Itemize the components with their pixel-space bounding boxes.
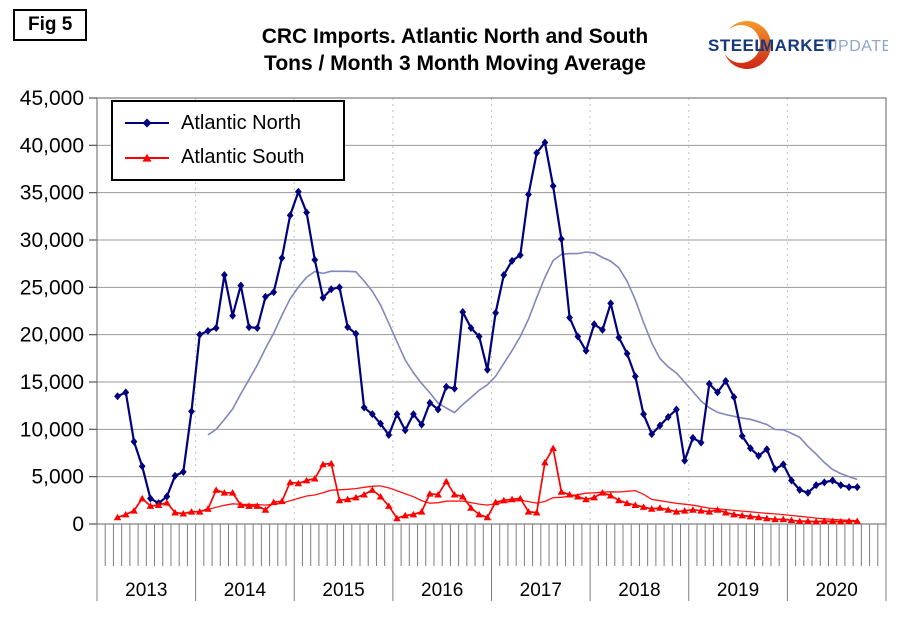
svg-text:10,000: 10,000 bbox=[20, 418, 84, 441]
svg-text:40,000: 40,000 bbox=[20, 134, 84, 157]
svg-text:2017: 2017 bbox=[520, 580, 562, 601]
svg-text:2013: 2013 bbox=[125, 580, 167, 601]
svg-text:2019: 2019 bbox=[717, 580, 759, 601]
svg-text:35,000: 35,000 bbox=[20, 182, 84, 205]
legend-label-south: Atlantic South bbox=[181, 146, 305, 169]
logo-graphic: STEEL MARKET UPDATE bbox=[708, 21, 892, 69]
legend-item-atlantic-south: Atlantic South bbox=[124, 146, 343, 169]
legend-label-north: Atlantic North bbox=[181, 111, 302, 134]
north-line-marker-icon bbox=[125, 118, 169, 128]
legend-item-atlantic-north: Atlantic North bbox=[124, 112, 343, 135]
logo-text-market: MARKET bbox=[760, 36, 836, 55]
chart-title-line2: Tons / Month 3 Month Moving Average bbox=[264, 52, 646, 75]
svg-text:2016: 2016 bbox=[421, 580, 463, 601]
svg-text:2014: 2014 bbox=[224, 580, 267, 601]
chart-title: CRC Imports. Atlantic North and South To… bbox=[0, 23, 910, 77]
south-line-marker-icon bbox=[125, 153, 169, 162]
figure-label-text: Fig 5 bbox=[28, 14, 73, 35]
svg-text:20,000: 20,000 bbox=[20, 324, 84, 347]
crescent-inner bbox=[722, 25, 760, 63]
figure-label: Fig 5 bbox=[13, 9, 88, 41]
svg-text:2015: 2015 bbox=[322, 580, 364, 601]
svg-text:2020: 2020 bbox=[816, 580, 858, 601]
logo-text-update: UPDATE bbox=[826, 38, 888, 55]
svg-text:15,000: 15,000 bbox=[20, 371, 84, 394]
svg-text:45,000: 45,000 bbox=[20, 87, 84, 110]
svg-text:30,000: 30,000 bbox=[20, 229, 84, 252]
svg-text:5,000: 5,000 bbox=[31, 466, 84, 489]
svg-text:25,000: 25,000 bbox=[20, 276, 84, 299]
chart-legend: Atlantic North Atlantic South bbox=[111, 100, 345, 181]
svg-text:0: 0 bbox=[72, 513, 84, 536]
chart-title-line1: CRC Imports. Atlantic North and South bbox=[261, 25, 649, 48]
svg-text:2018: 2018 bbox=[618, 580, 660, 601]
logo-text-steel: STEEL bbox=[708, 36, 765, 55]
steel-market-update-logo: STEEL MARKET UPDATE bbox=[698, 13, 892, 76]
